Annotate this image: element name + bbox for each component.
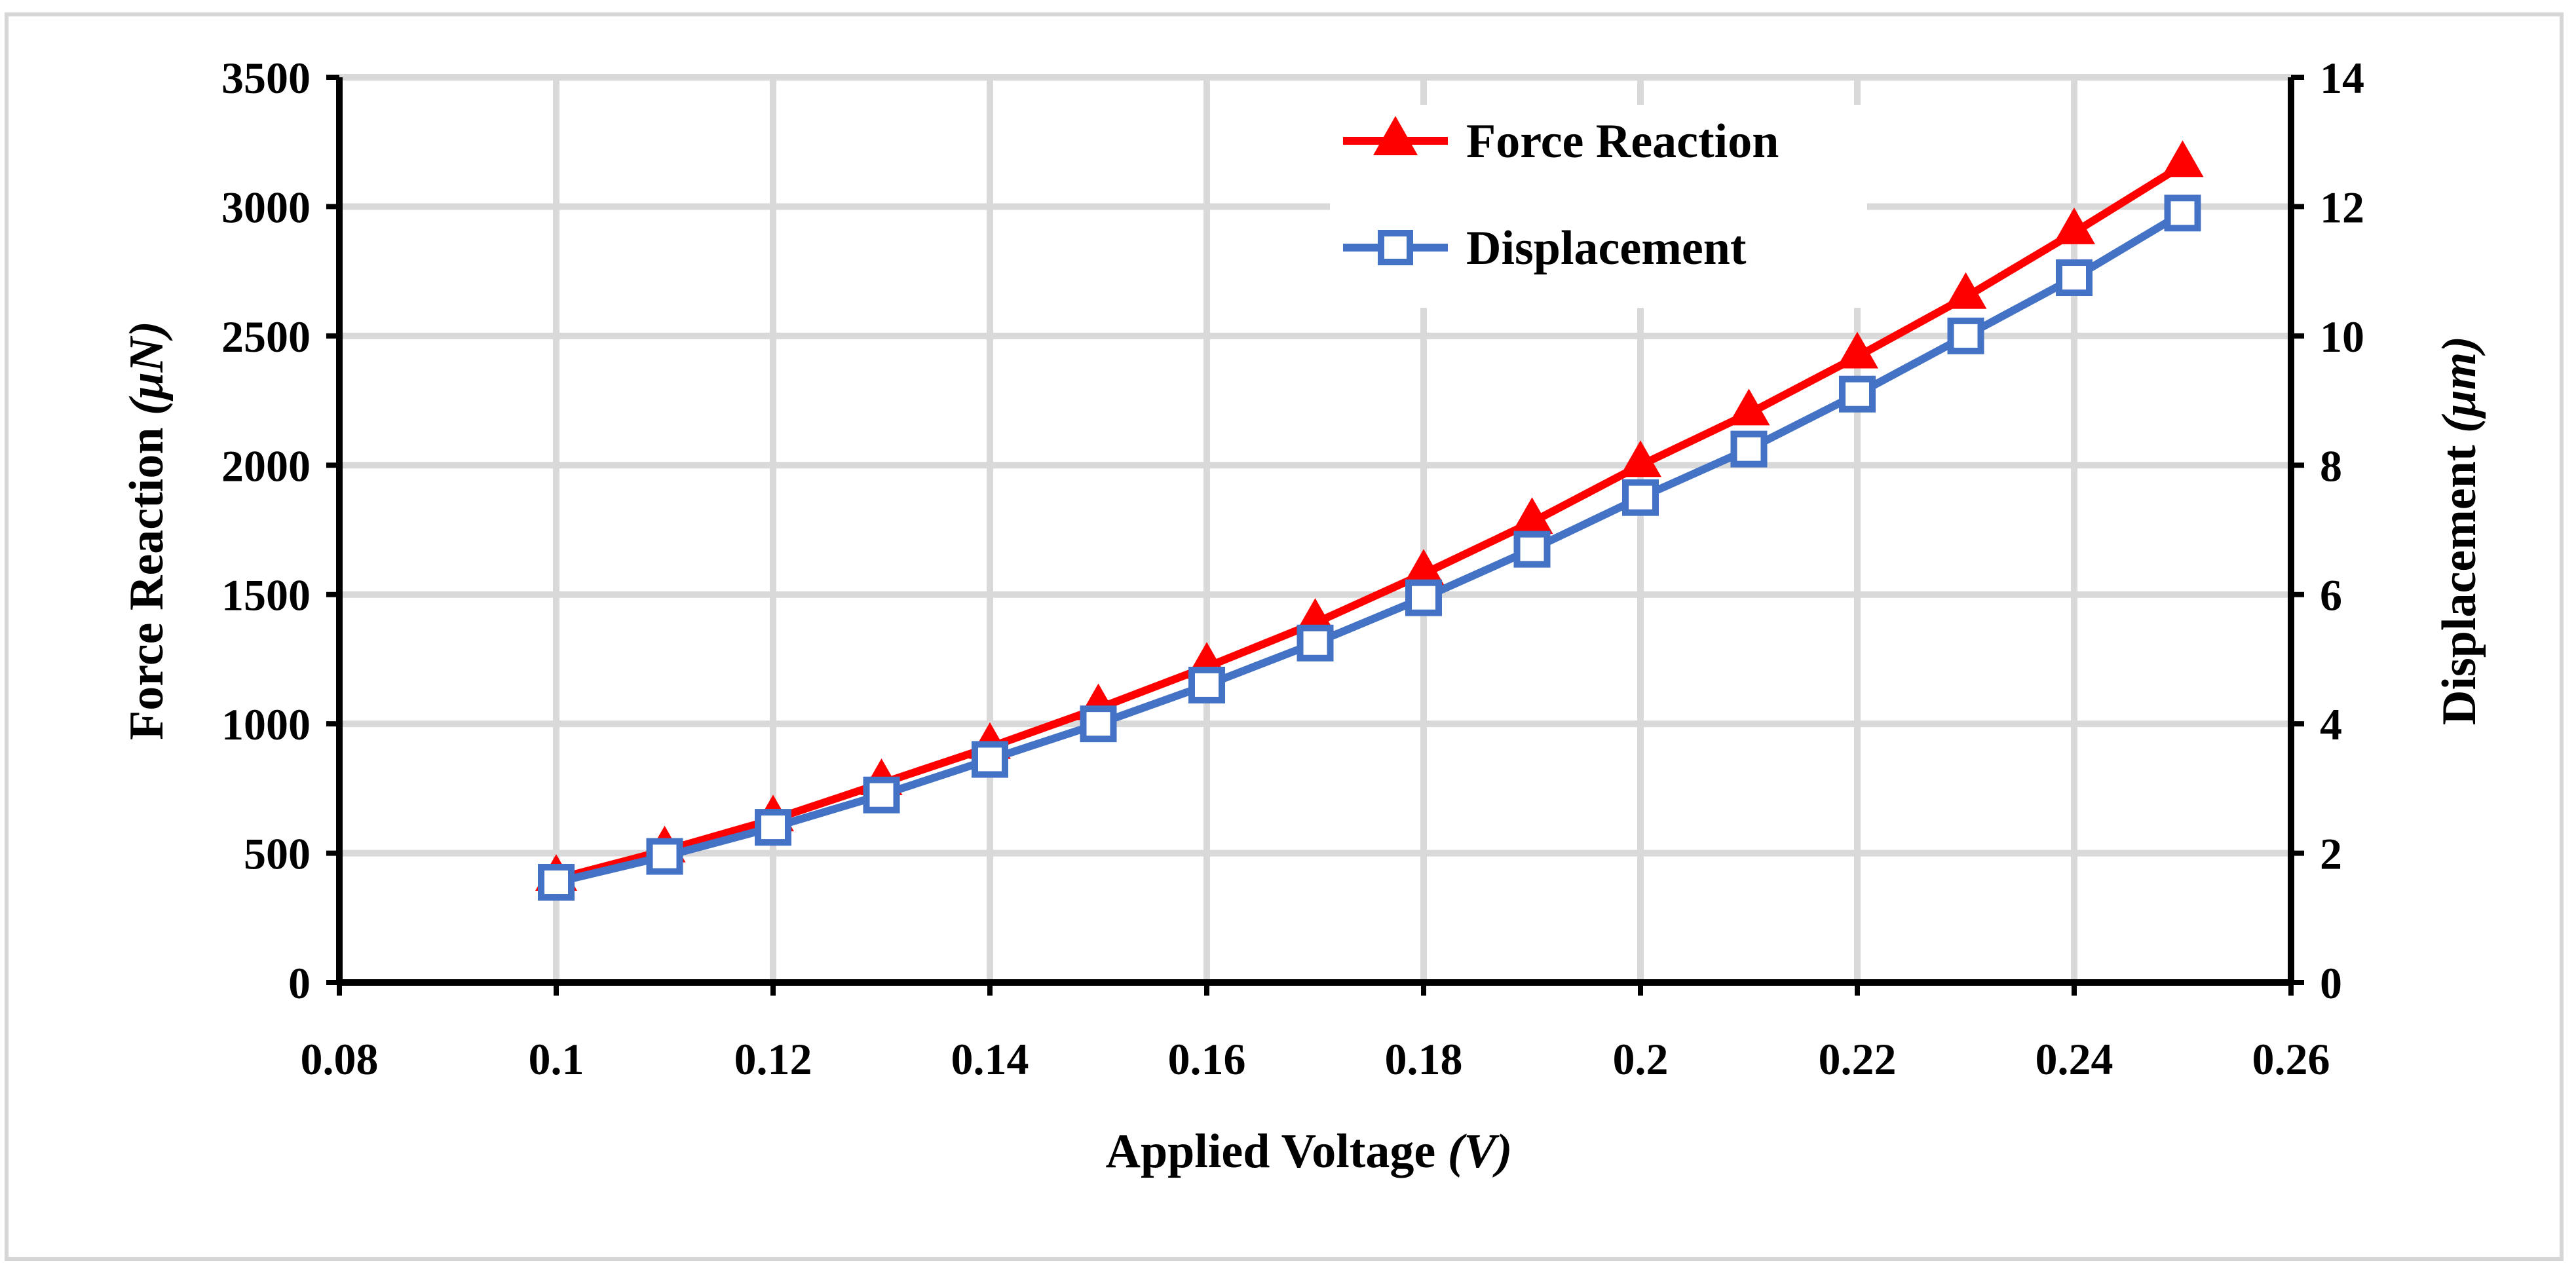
y-tick-label: 0 [288, 958, 311, 1008]
force-reaction-point [2161, 140, 2204, 178]
force-reaction-point [2053, 207, 2095, 244]
x-axis-unit: (V) [1448, 1125, 1513, 1178]
x-axis-title: Applied Voltage (V) [1106, 1125, 1513, 1178]
force-reaction-point [1403, 549, 1445, 586]
series-layer [535, 140, 2204, 901]
y-tick-label: 3000 [221, 182, 311, 232]
y2-axis-title: Displacement (μm) [2433, 336, 2486, 725]
force-reaction-point [1511, 497, 1553, 534]
force-reaction-line [555, 162, 2185, 883]
displacement-point [972, 741, 1008, 778]
y2-tick-label: 4 [2320, 700, 2342, 749]
force-reaction-point [1728, 388, 1770, 426]
y-axis-title: Force Reaction (μN) [120, 321, 174, 740]
y2-tick-label: 12 [2320, 182, 2364, 232]
force-reaction-point [1944, 272, 1987, 309]
axes [326, 75, 2304, 996]
x-tick-label: 0.18 [1385, 1034, 1463, 1084]
y2-tick-label: 2 [2320, 829, 2342, 879]
legend-displacement-marker [1378, 230, 1413, 265]
displacement-point [1730, 430, 1768, 468]
x-tick-label: 0.2 [1613, 1034, 1669, 1084]
y-axis-unit: (μN) [120, 321, 174, 415]
y2-tick-label: 0 [2320, 958, 2342, 1008]
displacement-point [1947, 317, 1984, 354]
legend-label-displacement: Displacement [1466, 221, 1747, 275]
y-tick-label: 500 [244, 829, 311, 879]
x-tick-label: 0.12 [734, 1034, 812, 1084]
force-reaction-point [1836, 331, 1878, 369]
displacement-point [755, 809, 791, 846]
displacement-point [1622, 479, 1659, 516]
displacement-point [1405, 579, 1442, 616]
x-tick-label: 0.1 [529, 1034, 584, 1084]
y2-tick-label: 14 [2320, 53, 2364, 103]
displacement-point [2164, 195, 2201, 232]
legend-label-force-reaction: Force Reaction [1466, 115, 1779, 168]
displacement-point [863, 776, 900, 814]
y-tick-label: 2500 [221, 312, 311, 362]
x-tick-label: 0.26 [2252, 1034, 2330, 1084]
y-tick-label: 1500 [221, 571, 311, 620]
y-tick-label: 2000 [221, 441, 311, 491]
displacement-point [538, 863, 575, 901]
displacement-line [555, 210, 2185, 886]
legend: Force Reaction Displacement [1330, 105, 1867, 308]
x-tick-label: 0.16 [1168, 1034, 1246, 1084]
displacement-point [1839, 375, 1876, 413]
displacement-point [2056, 259, 2093, 297]
y2-tick-label: 6 [2320, 571, 2342, 620]
legend-force-marker [1373, 116, 1418, 155]
x-tick-label: 0.14 [951, 1034, 1029, 1084]
y2-tick-label: 10 [2320, 312, 2364, 362]
tick-labels: 0.08 0.1 0.12 0.14 0.16 0.18 0.2 0.22 0.24 0.26 0 5… [221, 53, 2364, 1084]
y-tick-label: 3500 [221, 53, 311, 103]
x-tick-label: 0.08 [301, 1034, 379, 1084]
y-axis-title-text: Force Reaction [120, 428, 174, 740]
displacement-point [1297, 624, 1334, 662]
displacement-point [1188, 666, 1225, 703]
displacement-point [1513, 531, 1551, 568]
displacement-point [646, 838, 683, 875]
x-tick-label: 0.22 [1819, 1034, 1897, 1084]
y2-axis-title-text: Displacement [2433, 445, 2486, 725]
force-reaction-point [1619, 440, 1661, 477]
y2-axis-unit: (μm) [2433, 336, 2486, 433]
x-axis-title-text: Applied Voltage [1106, 1125, 1436, 1178]
x-tick-label: 0.24 [2036, 1034, 2113, 1084]
y-tick-label: 1000 [221, 700, 311, 749]
displacement-point [1080, 705, 1117, 743]
y2-tick-label: 8 [2320, 441, 2342, 491]
